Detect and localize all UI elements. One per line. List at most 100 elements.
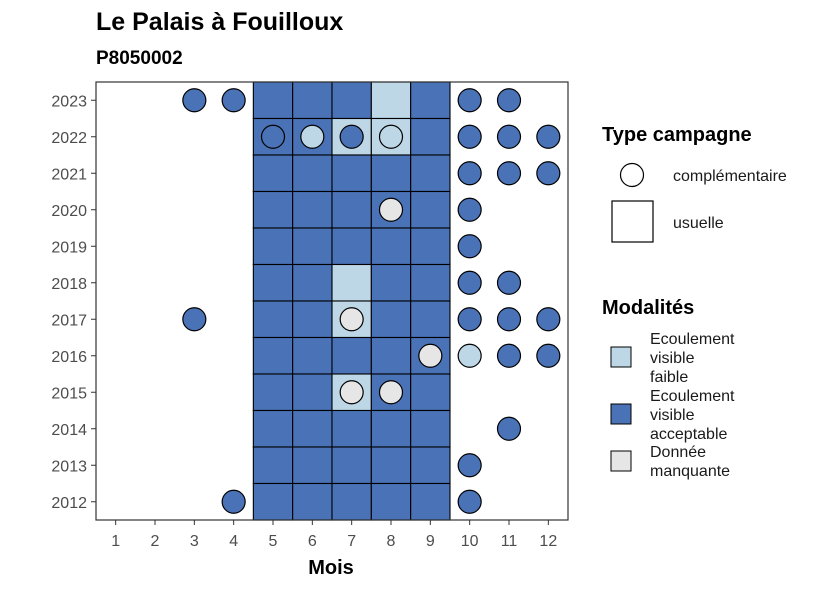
legend-circle-key [619, 162, 645, 188]
legend-key-faible [610, 346, 632, 368]
point-2017-12 [536, 307, 561, 332]
tile-2018-6 [292, 263, 333, 302]
tile-2020-5 [252, 190, 294, 229]
tile-2021-6 [292, 154, 333, 193]
point-2023-4 [221, 88, 246, 113]
tile-2016-5 [252, 336, 294, 375]
y-tick-label: 2013 [51, 458, 87, 475]
legend-complementaire-label: complémentaire [673, 168, 787, 185]
tile-2020-6 [292, 190, 333, 229]
tile-2018-5 [252, 263, 294, 302]
tile-2018-7 [331, 263, 372, 302]
x-axis: 1 2 3 4 5 6 7 8 9 10 11 12 [111, 520, 557, 550]
legend-label-manquante-line1: Donnée [650, 444, 706, 461]
x-tick-label: 9 [426, 533, 435, 550]
point-2017-10 [457, 307, 482, 332]
x-tick-label: 1 [111, 533, 120, 550]
tile-2023-5 [252, 81, 294, 120]
tile-2018-8 [370, 263, 412, 302]
legend-key-acceptable [610, 403, 632, 425]
tile-2012-6 [292, 482, 333, 521]
point-2012-10 [457, 489, 482, 514]
x-tick-label: 5 [269, 533, 278, 550]
plot-border [95, 81, 569, 521]
tile-2022-9 [410, 117, 451, 156]
tile-2019-8 [370, 227, 412, 266]
x-tick-label: 6 [308, 533, 317, 550]
y-tick-label: 2015 [51, 385, 87, 402]
point-2016-9 [418, 343, 443, 368]
point-2022-5 [260, 124, 286, 149]
legend-label-acceptable-line3: acceptable [650, 426, 727, 443]
tile-2014-9 [410, 409, 451, 448]
point-2016-11 [496, 343, 522, 368]
tile-2012-5 [252, 482, 294, 521]
point-2022-10 [457, 124, 482, 149]
tile-2019-9 [410, 227, 451, 266]
tile-2013-9 [410, 446, 451, 485]
legend-type-title: Type campagne [602, 124, 752, 146]
y-tick-label: 2021 [51, 166, 87, 183]
tile-2012-7 [331, 482, 372, 521]
point-2018-10 [457, 270, 482, 295]
point-2021-11 [496, 161, 522, 186]
legend-label-acceptable-line1: Ecoulement [650, 388, 735, 405]
tile-2016-6 [292, 336, 333, 375]
legend-label-acceptable-line2: visible [650, 407, 695, 424]
point-2014-11 [496, 416, 522, 441]
tile-2015-6 [292, 373, 333, 412]
tile-2020-7 [331, 190, 372, 229]
legend-label-faible-line3: faible [650, 369, 688, 386]
tile-2023-7 [331, 81, 372, 120]
point-2019-10 [457, 234, 482, 259]
tile-2019-7 [331, 227, 372, 266]
tile-2021-5 [252, 154, 294, 193]
tile-2023-8 [370, 81, 412, 120]
y-tick-label: 2023 [51, 93, 87, 110]
complementaire-points [182, 88, 561, 514]
y-axis: 2012 2013 2014 2015 2016 2017 2018 2019 2020 2021… [51, 93, 96, 512]
y-tick-label: 2018 [51, 276, 87, 293]
tile-2014-6 [292, 409, 333, 448]
tile-2014-7 [331, 409, 372, 448]
x-tick-label: 10 [461, 533, 479, 550]
x-tick-label: 8 [387, 533, 396, 550]
point-2020-8 [378, 197, 404, 222]
tile-2016-7 [331, 336, 372, 375]
tile-2017-8 [370, 300, 412, 339]
point-2023-3 [182, 88, 207, 113]
x-tick-label: 3 [190, 533, 199, 550]
y-tick-label: 2012 [51, 495, 87, 512]
x-tick-label: 7 [347, 533, 356, 550]
y-tick-label: 2017 [51, 312, 87, 329]
point-2018-11 [496, 270, 522, 295]
tile-2014-8 [370, 409, 412, 448]
tile-2017-9 [410, 300, 451, 339]
tile-2021-7 [331, 154, 372, 193]
tile-2023-9 [410, 81, 451, 120]
legend-label-manquante-line2: manquante [650, 463, 730, 480]
point-2022-12 [536, 124, 561, 149]
point-2022-7 [339, 124, 364, 149]
y-tick-label: 2022 [51, 130, 87, 147]
tile-2015-9 [410, 373, 451, 412]
y-tick-label: 2016 [51, 349, 87, 366]
x-tick-label: 11 [501, 533, 518, 550]
point-2013-10 [457, 453, 482, 478]
x-axis-title: Mois [308, 557, 354, 579]
point-2022-11 [496, 124, 522, 149]
point-2016-12 [536, 343, 561, 368]
point-2017-3 [182, 307, 207, 332]
point-2016-10 [457, 343, 482, 368]
point-2020-10 [457, 197, 482, 222]
point-2012-4 [221, 489, 246, 514]
y-tick-label: 2019 [51, 239, 87, 256]
legend-label-faible: Ecoulement visible faible [650, 331, 739, 386]
point-2021-12 [536, 161, 561, 186]
tile-2012-8 [370, 482, 412, 521]
tile-2021-8 [370, 154, 412, 193]
tile-2018-9 [410, 263, 451, 302]
tile-2013-5 [252, 446, 294, 485]
point-2023-10 [457, 88, 482, 113]
